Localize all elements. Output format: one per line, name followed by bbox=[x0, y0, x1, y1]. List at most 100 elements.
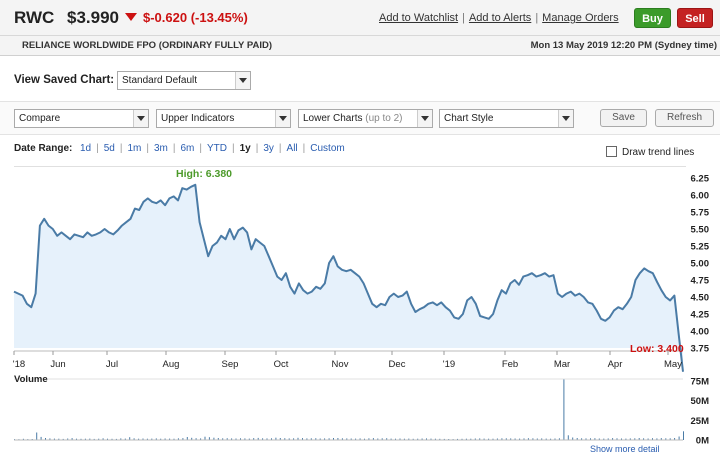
x-axis-tick: Aug bbox=[163, 359, 180, 370]
volume-bar bbox=[505, 438, 507, 440]
volume-bar bbox=[253, 438, 255, 440]
volume-bar bbox=[266, 438, 268, 440]
volume-bar bbox=[257, 437, 259, 440]
range-option-ytd[interactable]: YTD bbox=[207, 143, 228, 154]
x-axis-tick: Oct bbox=[274, 359, 289, 370]
volume-bar bbox=[71, 438, 73, 440]
volume-bar bbox=[40, 436, 42, 440]
saved-chart-select[interactable]: Standard Default bbox=[117, 71, 251, 90]
volume-bar bbox=[288, 438, 290, 440]
volume-bar bbox=[514, 438, 516, 440]
volume-bar bbox=[169, 438, 171, 440]
range-option-6m[interactable]: 6m bbox=[180, 143, 195, 154]
volume-bar bbox=[492, 438, 494, 440]
range-separator: | bbox=[96, 143, 99, 154]
range-option-3m[interactable]: 3m bbox=[153, 143, 168, 154]
link-separator: | bbox=[535, 12, 539, 24]
saved-chart-label: View Saved Chart: bbox=[14, 74, 115, 86]
volume-bar bbox=[607, 438, 609, 440]
chevron-down-icon bbox=[235, 72, 250, 89]
range-option-custom[interactable]: Custom bbox=[310, 143, 345, 154]
volume-bar bbox=[519, 438, 521, 440]
volume-bar bbox=[585, 438, 587, 440]
volume-bar bbox=[22, 438, 24, 440]
upper-indicators-select[interactable]: Upper Indicators bbox=[156, 109, 291, 128]
volume-bar bbox=[625, 438, 627, 440]
trend-lines-checkbox[interactable] bbox=[606, 146, 617, 157]
quote-timestamp: Mon 13 May 2019 12:20 PM (Sydney time) bbox=[530, 40, 717, 51]
add-to-alerts-link[interactable]: Add to Alerts bbox=[468, 12, 532, 24]
save-button[interactable]: Save bbox=[600, 109, 647, 127]
volume-bar bbox=[107, 438, 108, 440]
price-axis-tick: 4.00 bbox=[691, 327, 710, 338]
compare-select[interactable]: Compare bbox=[14, 109, 149, 128]
volume-bar bbox=[567, 435, 569, 440]
price-axis-tick: 5.00 bbox=[691, 259, 710, 270]
trend-lines-toggle[interactable]: Draw trend lines bbox=[606, 146, 694, 158]
volume-bar bbox=[346, 438, 348, 440]
volume-bar bbox=[412, 438, 414, 440]
volume-bar bbox=[279, 438, 281, 440]
chart-style-label: Chart Style bbox=[444, 113, 494, 124]
lower-charts-select[interactable]: Lower Charts (up to 2) bbox=[298, 109, 433, 128]
range-option-3y[interactable]: 3y bbox=[263, 143, 274, 154]
link-separator: | bbox=[462, 12, 465, 24]
x-axis-tick: Sep bbox=[222, 359, 239, 370]
volume-bar bbox=[465, 438, 467, 440]
volume-axis-tick: 25M bbox=[691, 416, 710, 427]
volume-bar bbox=[355, 438, 357, 440]
range-option-1y[interactable]: 1y bbox=[239, 143, 251, 154]
buy-button[interactable]: Buy bbox=[634, 8, 671, 28]
volume-bar bbox=[408, 438, 410, 440]
volume-bar bbox=[457, 438, 458, 440]
volume-bar bbox=[235, 438, 237, 440]
volume-bar bbox=[377, 438, 379, 440]
refresh-button[interactable]: Refresh bbox=[655, 109, 714, 127]
chevron-down-icon bbox=[558, 110, 573, 127]
volume-bar bbox=[399, 438, 401, 440]
company-name: RELIANCE WORLDWIDE FPO (ORDINARY FULLY P… bbox=[22, 40, 272, 51]
down-arrow-icon bbox=[125, 13, 137, 21]
volume-bar bbox=[302, 438, 303, 440]
range-option-1d[interactable]: 1d bbox=[80, 143, 92, 154]
price-axis-tick: 6.25 bbox=[691, 174, 710, 185]
date-range-options: 1d | 5d | 1m | 3m | 6m | YTD | 1y | 3y | All | Custom bbox=[80, 143, 345, 154]
volume-bar bbox=[558, 438, 560, 440]
volume-bar bbox=[173, 438, 175, 440]
volume-bar bbox=[403, 438, 405, 440]
x-axis-tick: '18 bbox=[13, 359, 25, 370]
volume-bar bbox=[195, 438, 197, 440]
volume-bar bbox=[652, 438, 653, 440]
add-to-watchlist-link[interactable]: Add to Watchlist bbox=[379, 12, 459, 24]
volume-bar bbox=[319, 438, 321, 440]
range-option-all[interactable]: All bbox=[286, 143, 298, 154]
volume-bar bbox=[381, 438, 383, 440]
range-option-5d[interactable]: 5d bbox=[103, 143, 115, 154]
volume-bar bbox=[208, 437, 210, 440]
header-links: Add to Watchlist | Add to Alerts | Manage Or… bbox=[379, 12, 619, 24]
volume-axis-tick: 0M bbox=[696, 436, 709, 447]
volume-bar bbox=[550, 438, 552, 440]
sell-button[interactable]: Sell bbox=[677, 8, 713, 28]
chart-top-border bbox=[14, 166, 686, 167]
show-more-link[interactable]: Show more detail bbox=[590, 444, 660, 453]
quote-header: RWC $3.990 $-0.620 (-13.45%) Add to Watc… bbox=[0, 0, 720, 36]
volume-bar bbox=[341, 438, 343, 440]
range-option-1m[interactable]: 1m bbox=[127, 143, 142, 154]
volume-bar bbox=[638, 438, 640, 440]
manage-orders-link[interactable]: Manage Orders bbox=[542, 12, 619, 24]
volume-bar bbox=[364, 438, 365, 440]
volume-bar bbox=[142, 438, 144, 440]
lower-charts-label: Lower Charts bbox=[303, 113, 363, 124]
price-axis-tick: 5.25 bbox=[691, 242, 710, 253]
volume-bar bbox=[621, 438, 622, 440]
volume-bar bbox=[629, 438, 631, 440]
chart-style-select[interactable]: Chart Style bbox=[439, 109, 574, 128]
volume-bar bbox=[581, 438, 583, 440]
volume-bar bbox=[470, 438, 472, 440]
volume-bar bbox=[434, 438, 436, 440]
date-range-label: Date Range: bbox=[14, 143, 73, 154]
volume-bar bbox=[248, 438, 250, 440]
volume-bar bbox=[594, 438, 596, 440]
